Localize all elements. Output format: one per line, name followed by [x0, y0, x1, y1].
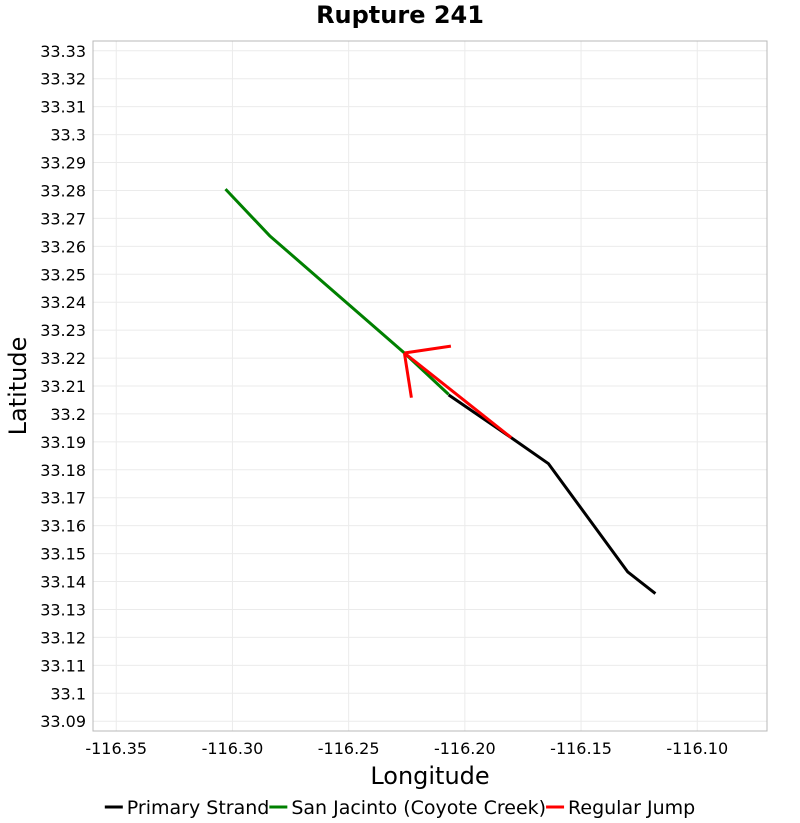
- series-layer: [224, 188, 657, 595]
- y-tick-label: 33.21: [40, 377, 86, 396]
- series-line: [404, 344, 452, 355]
- y-tick-label: 33.23: [40, 321, 86, 340]
- plot-area: [92, 40, 768, 732]
- legend-label: Regular Jump: [568, 797, 695, 819]
- x-axis-ticks: -116.35 -116.30 -116.25 -116.20 -116.15 -116.…: [85, 739, 728, 758]
- legend: Primary Strand San Jacinto (Coyote Creek)…: [104, 797, 695, 819]
- y-tick-label: 33.17: [40, 489, 86, 508]
- series-line: [402, 352, 413, 398]
- x-axis-label: Longitude: [370, 762, 489, 790]
- y-tick-label: 33.13: [40, 600, 86, 619]
- series-line: [224, 188, 450, 396]
- y-tick-label: 33.09: [40, 712, 86, 731]
- chart-title: Rupture 241: [316, 1, 484, 29]
- y-tick-label: 33.33: [40, 42, 86, 61]
- y-tick-label: 33.28: [40, 181, 86, 200]
- x-tick-label: -116.25: [318, 739, 380, 758]
- y-tick-label: 33.3: [50, 126, 86, 145]
- y-tick-label: 33.11: [40, 656, 86, 675]
- y-tick-label: 33.16: [40, 517, 86, 536]
- series-san-jacinto-coyote-creek: [224, 188, 450, 396]
- x-tick-label: -116.15: [550, 739, 612, 758]
- series-regular-jump: [402, 344, 513, 439]
- y-axis-ticks: 33.33 33.32 33.31 33.3 33.29 33.28 33.27 33.26 3…: [40, 42, 86, 731]
- series-line: [447, 393, 657, 595]
- legend-entry: San Jacinto (Coyote Creek): [269, 797, 546, 819]
- y-tick-label: 33.29: [40, 154, 86, 173]
- legend-entry: Regular Jump: [546, 797, 695, 819]
- y-tick-label: 33.32: [40, 70, 86, 89]
- x-tick-label: -116.30: [202, 739, 264, 758]
- y-tick-label: 33.31: [40, 98, 86, 117]
- y-tick-label: 33.1: [50, 684, 86, 703]
- legend-label: San Jacinto (Coyote Creek): [291, 797, 546, 819]
- y-tick-label: 33.26: [40, 237, 86, 256]
- x-tick-label: -116.10: [666, 739, 728, 758]
- legend-label: Primary Strand: [127, 797, 270, 819]
- x-tick-label: -116.20: [434, 739, 496, 758]
- y-tick-label: 33.15: [40, 545, 86, 564]
- y-axis-label: Latitude: [4, 337, 32, 436]
- y-tick-label: 33.25: [40, 265, 86, 284]
- y-tick-label: 33.18: [40, 461, 86, 480]
- y-tick-label: 33.22: [40, 349, 86, 368]
- gridlines: [93, 41, 767, 731]
- series-line: [403, 351, 513, 439]
- y-tick-label: 33.14: [40, 573, 86, 592]
- series-primary-strand: [447, 393, 657, 595]
- x-tick-label: -116.35: [85, 739, 147, 758]
- y-tick-label: 33.27: [40, 209, 86, 228]
- y-tick-label: 33.12: [40, 628, 86, 647]
- y-tick-label: 33.2: [50, 405, 86, 424]
- y-tick-label: 33.19: [40, 433, 86, 452]
- legend-entry: Primary Strand: [104, 797, 270, 819]
- y-tick-label: 33.24: [40, 293, 86, 312]
